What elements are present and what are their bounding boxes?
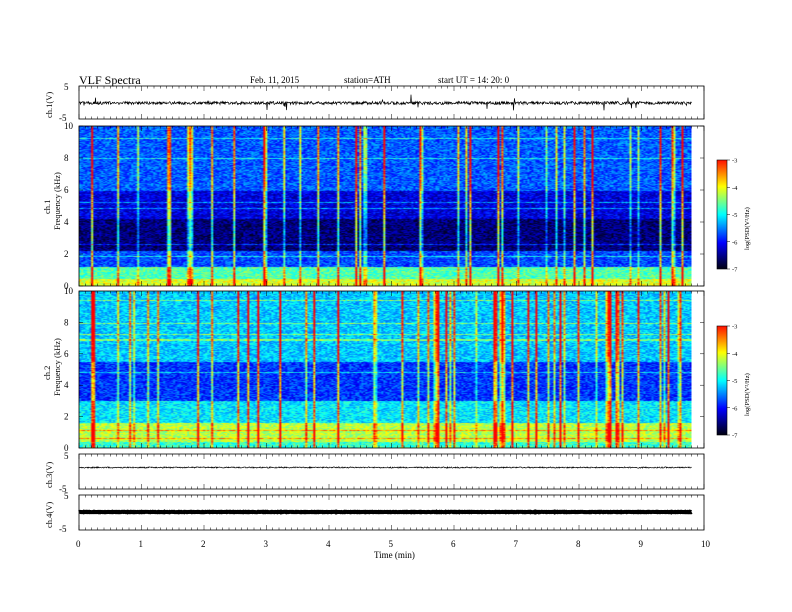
time-tick-label: 0 (76, 539, 81, 549)
ch2-spectrogram-panel (78, 290, 705, 449)
frequency-tick-label: 0 (64, 281, 69, 291)
ch1-colorbar: -3 -4 -5 -6 -7 log(PSD(V²/Hz) (716, 158, 751, 274)
colorbar-tick-label: -6 (732, 405, 738, 412)
station-label: station=ATH (344, 75, 391, 85)
colorbar-tick-label: -3 (732, 324, 737, 331)
ch1-ytick-top: 5 (64, 82, 69, 92)
ch1-spec-yticks: 0 2 4 6 8 10 (64, 121, 704, 291)
colorbar-tick-label: -4 (732, 185, 738, 192)
colorbar-tick-label: -4 (732, 351, 738, 358)
ch3-waveform-trace (78, 465, 692, 469)
colorbar-tick-label: -5 (732, 378, 737, 385)
ch3-ytick-top: 5 (64, 451, 69, 461)
frequency-tick-label: 8 (64, 153, 69, 163)
time-tick-label: 3 (264, 539, 269, 549)
ch4-ytick-bottom: -5 (59, 524, 67, 534)
colorbar-tick-label: -7 (732, 433, 738, 440)
ch1-colorbar-ticks: -3 -4 -5 -6 -7 (727, 158, 738, 274)
frequency-tick-label: 2 (64, 412, 69, 422)
ch1-waveform-trace (78, 94, 692, 111)
ch2-spec-yticks: 0 2 4 6 8 10 (64, 286, 704, 453)
time-tick-label: 4 (326, 539, 331, 549)
ch1-spec-ylabel-frequency: Frequency (kHz) (52, 172, 62, 230)
ch2-spec-ylabel-channel: ch.2 (42, 366, 52, 380)
frequency-tick-label: 6 (64, 349, 69, 359)
time-tick-label: 6 (451, 539, 456, 549)
frequency-tick-label: 4 (64, 217, 69, 227)
time-tick-label: 10 (701, 539, 711, 549)
ch3-ytick-bottom: -5 (59, 484, 67, 494)
time-tick-label: 8 (576, 539, 581, 549)
frequency-tick-label: 4 (64, 380, 69, 390)
frequency-tick-label: 0 (64, 443, 69, 453)
ch2-colorbar: -3 -4 -5 -6 -7 log(PSD(V²/Hz) (716, 324, 751, 440)
date-label: Feb. 11, 2015 (250, 75, 300, 85)
frequency-tick-label: 10 (64, 121, 74, 131)
ch2-spectrogram-image (79, 291, 692, 448)
time-tick-label: 2 (201, 539, 206, 549)
colorbar-tick-label: -6 (732, 239, 738, 246)
figure-title: VLF Spectra (79, 73, 141, 87)
frequency-tick-label: 6 (64, 185, 69, 195)
ch4-ytick-top: 5 (64, 491, 69, 501)
time-tick-label: 7 (514, 539, 519, 549)
colorbar-tick-label: -3 (732, 158, 737, 165)
ch1-waveform-ylabel: ch.1(V) (44, 92, 54, 118)
start-time-label: start UT = 14: 20: 0 (438, 75, 510, 85)
ch1-colorbar-gradient (717, 160, 727, 269)
ch2-colorbar-ticks: -3 -4 -5 -6 -7 (727, 324, 738, 440)
frequency-tick-label: 8 (64, 317, 69, 327)
time-tick-label: 5 (389, 539, 394, 549)
colorbar-tick-label: -5 (732, 212, 737, 219)
time-tick-label: 1 (139, 539, 144, 549)
frequency-tick-label: 2 (64, 249, 69, 259)
frequency-tick-label: 10 (64, 286, 74, 296)
time-axis-label: Time (min) (374, 550, 415, 560)
colorbar-tick-label: -7 (732, 267, 738, 274)
time-axis-ticks: 0 1 2 3 4 5 6 7 8 9 10 (76, 86, 711, 549)
ch2-colorbar-label: log(PSD(V²/Hz) (744, 373, 751, 416)
ch2-colorbar-gradient (717, 326, 727, 435)
ch1-spectrogram-panel (78, 125, 705, 287)
ch1-colorbar-label: log(PSD(V²/Hz) (744, 207, 751, 250)
ch4-waveform-ylabel: ch.4(V) (44, 502, 54, 528)
ch1-ytick-bottom: -5 (59, 113, 67, 123)
ch3-waveform-panel (78, 453, 705, 490)
ch1-spec-ylabel-channel: ch.1 (42, 200, 52, 214)
ch3-waveform-ylabel: ch.3(V) (44, 462, 54, 488)
ch2-spec-ylabel-frequency: Frequency (kHz) (52, 338, 62, 396)
time-tick-label: 9 (639, 539, 644, 549)
ch1-spectrogram-image (79, 126, 692, 286)
